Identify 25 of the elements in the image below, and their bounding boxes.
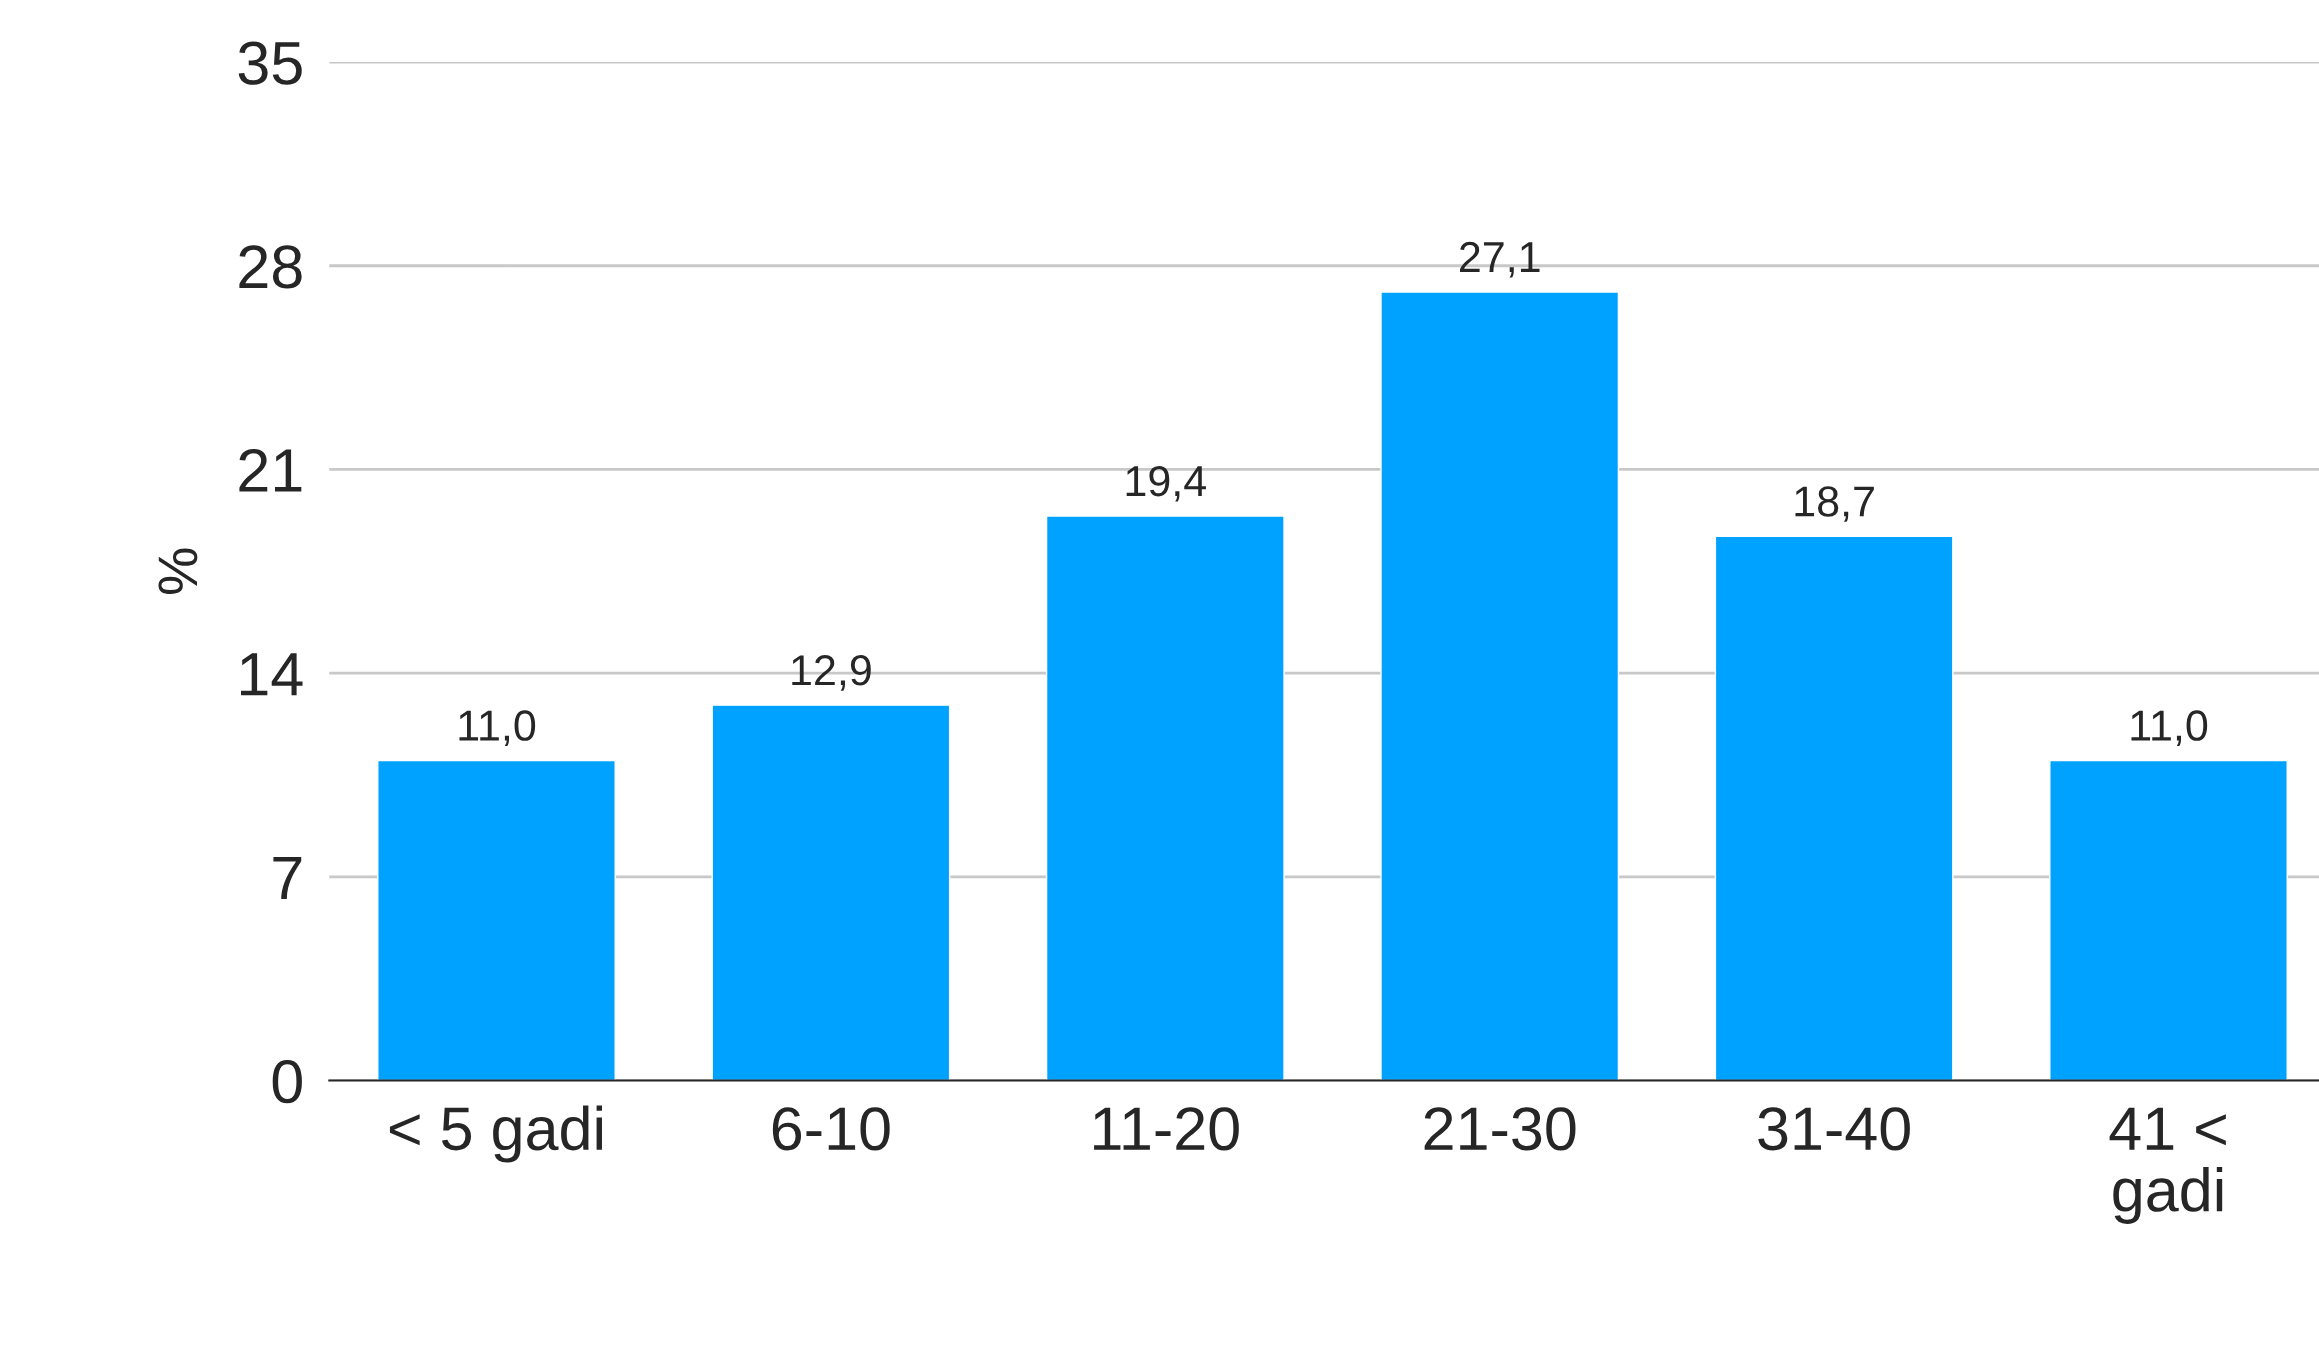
y-axis-title: % bbox=[158, 548, 198, 595]
x-tick-label: 41 < gadi bbox=[2109, 1107, 2226, 1224]
bar bbox=[1045, 515, 1285, 1081]
y-tick-label: 14 bbox=[240, 653, 303, 696]
bar bbox=[711, 704, 951, 1081]
y-tick-label: 28 bbox=[239, 245, 302, 289]
data-label: 27,1 bbox=[1459, 241, 1540, 278]
y-tick-label: 7 bbox=[273, 856, 302, 899]
x-tick-label: 6-10 bbox=[772, 1107, 890, 1151]
y-tick-label: 21 bbox=[239, 448, 302, 492]
bar bbox=[1714, 535, 1954, 1081]
bar bbox=[377, 759, 616, 1081]
data-label: 19,4 bbox=[1126, 465, 1206, 502]
x-tick-label: 21-30 bbox=[1424, 1107, 1576, 1151]
data-label: 18,7 bbox=[1795, 486, 1874, 522]
data-label: 11,0 bbox=[2131, 710, 2208, 746]
y-tick-label: 0 bbox=[272, 1060, 302, 1104]
bar bbox=[1380, 291, 1620, 1081]
data-label: 11,0 bbox=[459, 710, 536, 746]
bar bbox=[2049, 759, 2288, 1081]
data-label: 12,9 bbox=[792, 655, 871, 691]
x-tick-label: 11-20 bbox=[1094, 1107, 1239, 1151]
x-tick-label: 31-40 bbox=[1758, 1107, 1910, 1151]
x-tick-label: < 5 gadi bbox=[389, 1105, 602, 1163]
y-tick-label: 35 bbox=[238, 41, 302, 85]
